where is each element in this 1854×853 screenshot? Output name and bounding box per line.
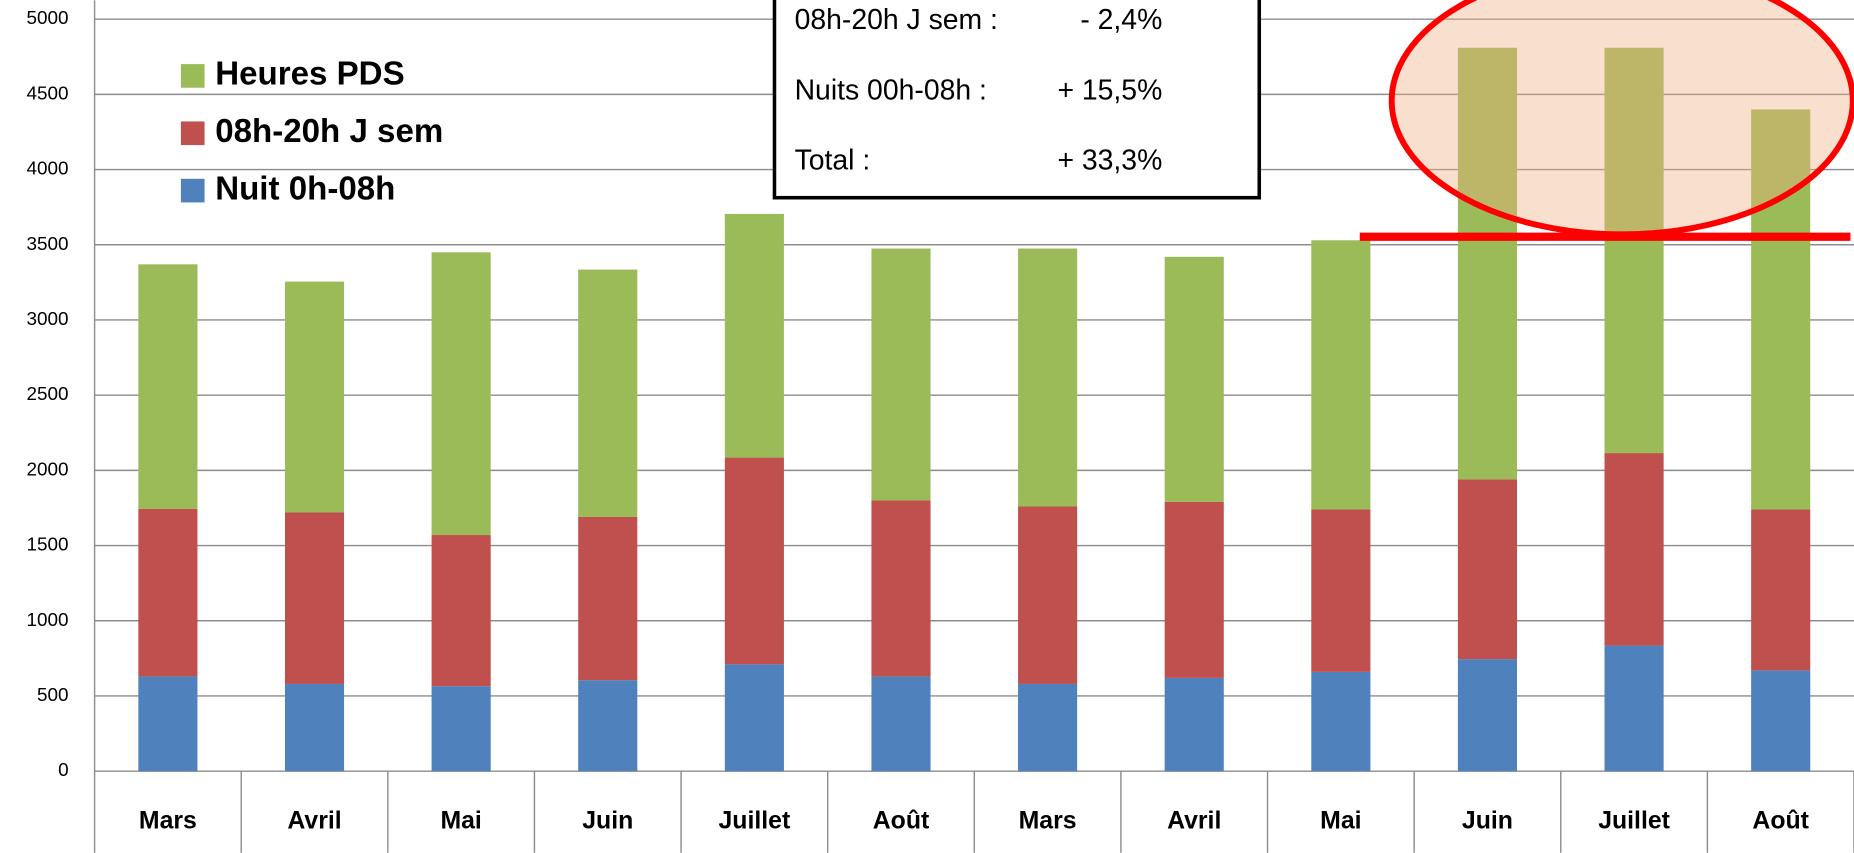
bar-segment — [1604, 453, 1664, 646]
bar-segment — [284, 281, 345, 513]
bar-segment — [1457, 659, 1518, 772]
highlight-ellipse — [1388, 0, 1854, 238]
bar-segment — [871, 676, 931, 772]
x-tick-label: Avril — [1167, 808, 1221, 835]
y-tick-label: 4000 — [27, 159, 69, 180]
bar-segment — [1604, 645, 1664, 772]
bar-segment — [578, 516, 638, 681]
bar-segment — [1164, 677, 1224, 772]
x-tick-label: Mai — [440, 808, 481, 835]
bar-segment — [724, 664, 784, 772]
bar-segment — [1018, 506, 1078, 684]
x-tick-label: Avril — [287, 808, 341, 835]
bar-segment — [1018, 248, 1078, 507]
y-tick-label: 500 — [37, 685, 69, 706]
y-tick-label: 1500 — [27, 535, 69, 556]
bar-segment — [138, 508, 198, 677]
bar-segment — [1164, 256, 1224, 502]
bar-segment — [724, 457, 784, 665]
x-tick-label: Août — [873, 808, 930, 835]
bar-segment — [1311, 240, 1371, 510]
legend-label: Nuit 0h-08h — [215, 170, 395, 207]
x-tick-label: Août — [1752, 808, 1809, 835]
x-tick-label: Juillet — [718, 808, 790, 835]
annotation-value: - 2,4% — [1080, 4, 1162, 36]
bar-segment — [1604, 47, 1664, 454]
x-tick-label: Mai — [1320, 808, 1361, 835]
bar-segment — [1751, 509, 1811, 671]
legend-label: 08h-20h J sem — [215, 113, 443, 150]
bar-segment — [138, 264, 198, 509]
x-tick-label: Juin — [582, 808, 633, 835]
bar-segment — [431, 535, 491, 687]
y-tick-label: 1000 — [27, 610, 69, 631]
x-tick-label: Mars — [1019, 808, 1077, 835]
bar-segment — [431, 686, 491, 772]
bar-segment — [1311, 509, 1371, 672]
bar-segment — [1751, 670, 1811, 772]
y-tick-label: 5000 — [27, 8, 69, 29]
bar-segment — [578, 269, 638, 517]
legend-swatch — [180, 64, 205, 88]
x-tick-label: Juillet — [1598, 808, 1670, 835]
annotation-label: 08h-20h J sem : — [795, 4, 998, 36]
annotation-label: Total : — [795, 145, 871, 177]
bar-segment — [871, 248, 931, 501]
bar-segment — [871, 500, 931, 677]
bar-segment — [1164, 501, 1224, 678]
y-tick-label: 4500 — [27, 83, 69, 104]
x-tick-label: Mars — [139, 808, 197, 835]
legend-swatch — [180, 121, 205, 146]
annotation-value: + 33,3% — [1057, 145, 1162, 177]
y-tick-label: 2500 — [27, 384, 69, 405]
y-tick-label: 3500 — [27, 234, 69, 255]
annotation-box — [772, 0, 1262, 200]
bar-segment — [578, 680, 638, 772]
bar-segment — [1457, 47, 1518, 480]
annotation-label: Nuits 00h-08h : — [795, 74, 987, 106]
legend-label: Heures PDS — [215, 56, 404, 93]
bar-segment — [1751, 109, 1811, 510]
bar-segment — [1311, 671, 1371, 772]
x-tick-label: Juin — [1462, 808, 1513, 835]
bar-segment — [431, 252, 491, 536]
legend-swatch — [180, 178, 205, 203]
y-tick-label: 2000 — [27, 459, 69, 480]
bar-segment — [1457, 479, 1518, 660]
bar-segment — [138, 676, 198, 772]
y-tick-label: 3000 — [27, 309, 69, 330]
bar-segment — [1018, 683, 1078, 772]
bar-segment — [724, 213, 784, 458]
annotation-value: + 15,5% — [1057, 74, 1162, 106]
bar-segment — [284, 512, 345, 684]
y-tick-label: 0 — [58, 760, 69, 781]
bar-segment — [284, 683, 345, 772]
